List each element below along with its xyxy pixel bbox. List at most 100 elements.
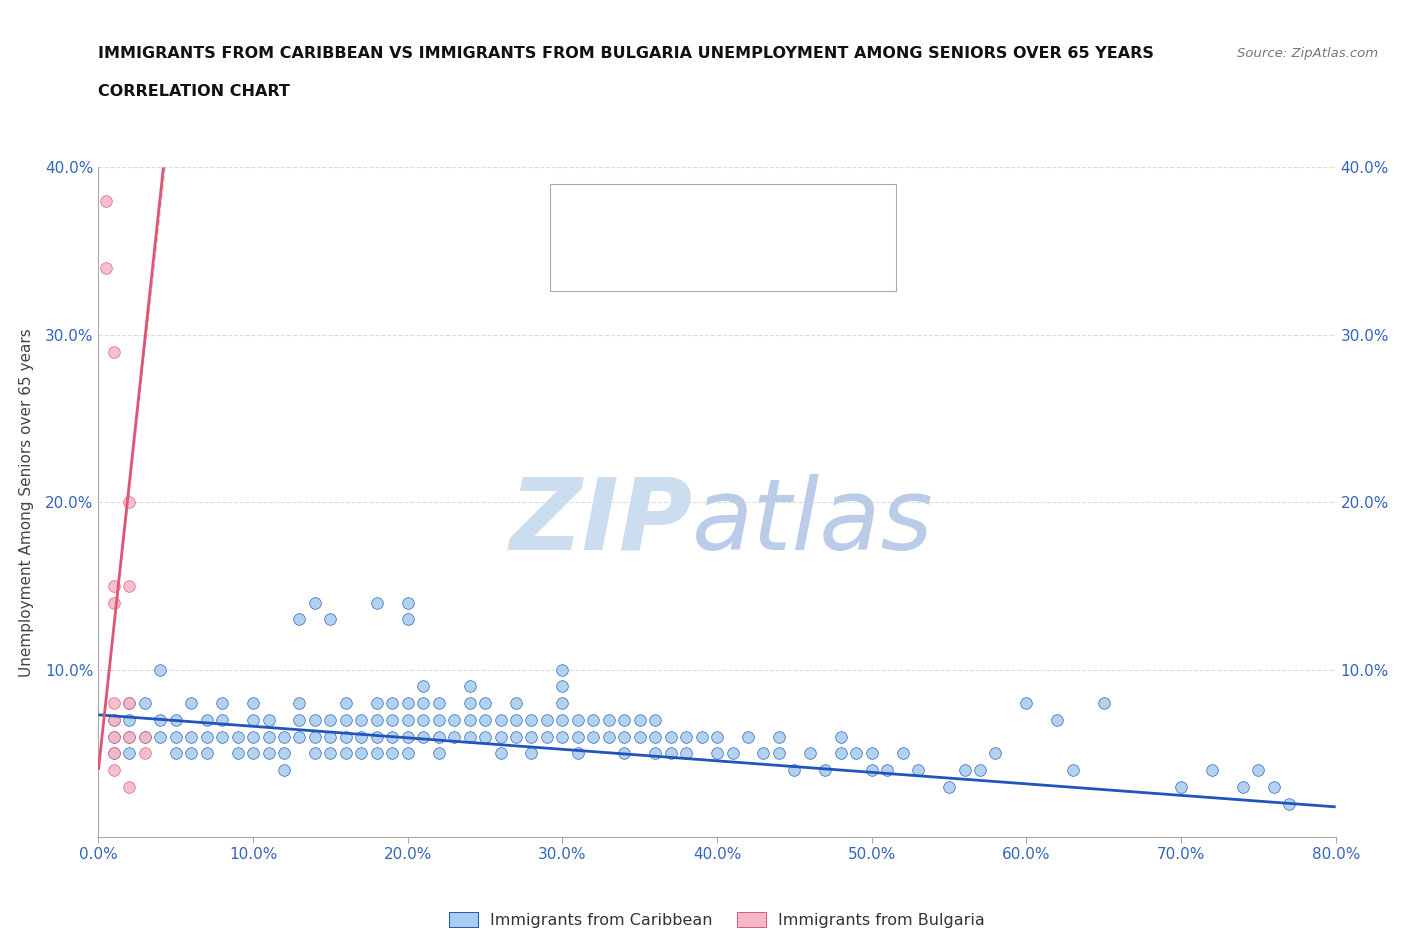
- Point: [396, 595, 419, 610]
- Point: [505, 729, 527, 744]
- Point: [489, 729, 512, 744]
- Point: [118, 779, 141, 794]
- Point: [505, 696, 527, 711]
- Point: [412, 679, 434, 694]
- Point: [458, 729, 481, 744]
- Point: [706, 746, 728, 761]
- Point: [551, 679, 574, 694]
- Text: ZIP: ZIP: [509, 473, 692, 571]
- Point: [412, 696, 434, 711]
- Point: [427, 696, 450, 711]
- Point: [721, 746, 744, 761]
- Point: [768, 746, 790, 761]
- Point: [134, 729, 156, 744]
- Point: [644, 729, 666, 744]
- Point: [613, 712, 636, 727]
- Point: [690, 729, 713, 744]
- Point: [907, 763, 929, 777]
- Point: [443, 712, 465, 727]
- Point: [242, 746, 264, 761]
- Point: [304, 595, 326, 610]
- Point: [103, 729, 125, 744]
- Point: [458, 712, 481, 727]
- Point: [598, 712, 620, 727]
- Point: [350, 712, 373, 727]
- Point: [257, 746, 280, 761]
- Point: [118, 729, 141, 744]
- Point: [118, 729, 141, 744]
- Point: [520, 746, 543, 761]
- Point: [427, 712, 450, 727]
- Point: [257, 712, 280, 727]
- Point: [551, 696, 574, 711]
- Point: [737, 729, 759, 744]
- Point: [381, 712, 404, 727]
- Point: [118, 746, 141, 761]
- Point: [567, 746, 589, 761]
- Point: [799, 746, 821, 761]
- Point: [613, 746, 636, 761]
- Point: [288, 696, 311, 711]
- Point: [1201, 763, 1223, 777]
- Point: [103, 696, 125, 711]
- Point: [103, 729, 125, 744]
- Point: [520, 712, 543, 727]
- Point: [180, 696, 202, 711]
- Point: [830, 746, 852, 761]
- Point: [675, 746, 697, 761]
- Point: [489, 712, 512, 727]
- Point: [427, 746, 450, 761]
- Point: [304, 729, 326, 744]
- Point: [96, 260, 118, 275]
- Point: [953, 763, 976, 777]
- Point: [1232, 779, 1254, 794]
- Text: CORRELATION CHART: CORRELATION CHART: [98, 84, 290, 99]
- Point: [551, 729, 574, 744]
- Point: [876, 763, 898, 777]
- Point: [396, 729, 419, 744]
- Point: [628, 712, 651, 727]
- Point: [814, 763, 837, 777]
- Point: [149, 662, 172, 677]
- Point: [520, 729, 543, 744]
- Point: [412, 729, 434, 744]
- Point: [335, 712, 357, 727]
- Point: [242, 729, 264, 744]
- Point: [118, 578, 141, 593]
- Point: [211, 729, 233, 744]
- Point: [335, 696, 357, 711]
- Point: [536, 712, 558, 727]
- Point: [149, 729, 172, 744]
- Point: [180, 746, 202, 761]
- Point: [165, 729, 187, 744]
- Point: [366, 696, 388, 711]
- Point: [288, 712, 311, 727]
- Point: [536, 729, 558, 744]
- Point: [845, 746, 868, 761]
- Point: [103, 746, 125, 761]
- Point: [458, 679, 481, 694]
- Point: [1092, 696, 1115, 711]
- Point: [396, 612, 419, 627]
- Text: Source: ZipAtlas.com: Source: ZipAtlas.com: [1237, 46, 1378, 60]
- Point: [613, 729, 636, 744]
- Point: [304, 712, 326, 727]
- Point: [211, 712, 233, 727]
- Point: [644, 746, 666, 761]
- Point: [165, 746, 187, 761]
- Point: [335, 746, 357, 761]
- Point: [195, 712, 218, 727]
- Point: [288, 729, 311, 744]
- Point: [165, 712, 187, 727]
- Point: [860, 746, 883, 761]
- Point: [567, 729, 589, 744]
- Point: [582, 729, 605, 744]
- Point: [474, 729, 496, 744]
- Point: [149, 712, 172, 727]
- Point: [319, 746, 342, 761]
- Point: [396, 746, 419, 761]
- Point: [118, 712, 141, 727]
- Point: [1062, 763, 1084, 777]
- Point: [412, 712, 434, 727]
- Point: [567, 712, 589, 727]
